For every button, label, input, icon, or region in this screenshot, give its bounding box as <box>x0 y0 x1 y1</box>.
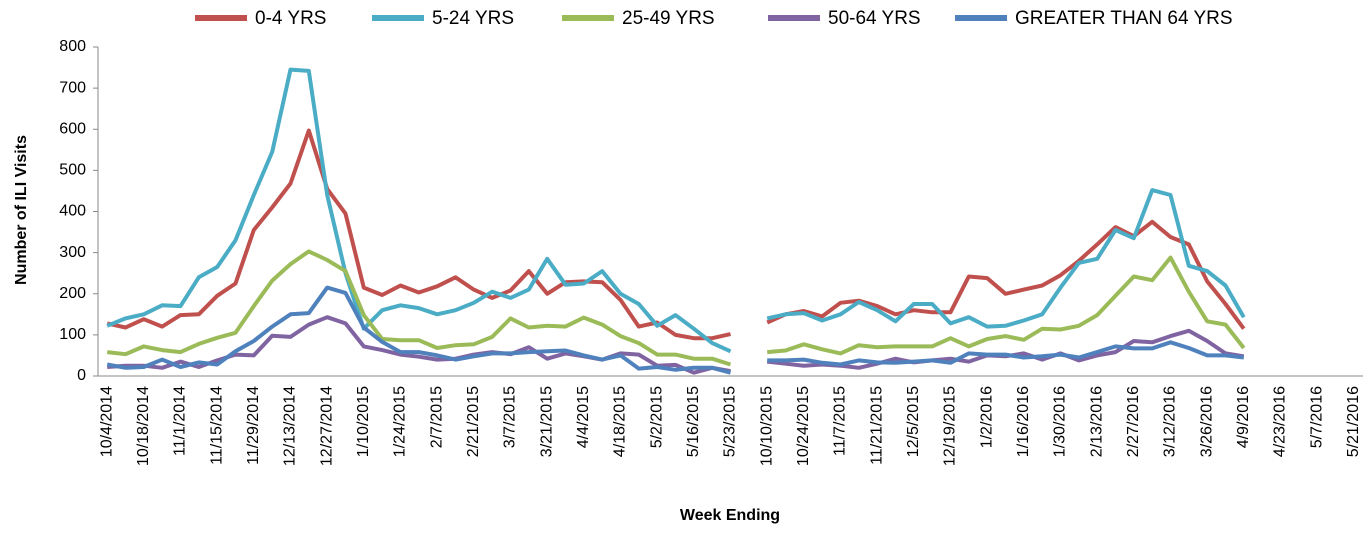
x-tick-label: 5/21/2016 <box>1345 386 1362 457</box>
y-tick-label: 500 <box>59 162 86 179</box>
y-tick-label: 100 <box>59 326 86 343</box>
series-line <box>106 285 1245 375</box>
y-axis-title: Number of ILI Visits <box>13 135 30 285</box>
y-tick-label: 300 <box>59 244 86 261</box>
series-line <box>106 128 1246 341</box>
x-tick-label: 1/30/2016 <box>1052 386 1069 457</box>
x-tick-label: 1/16/2016 <box>1015 386 1032 457</box>
y-tick-label: 200 <box>59 285 86 302</box>
x-tick-label: 3/7/2015 <box>502 386 519 448</box>
x-tick-label: 1/10/2015 <box>355 386 372 457</box>
x-tick-label: 1/2/2016 <box>978 386 995 448</box>
x-tick-label: 5/7/2016 <box>1308 386 1325 448</box>
x-tick-label: 4/23/2016 <box>1272 386 1289 457</box>
x-tick-label: 3/21/2015 <box>538 386 555 457</box>
x-tick-label: 10/18/2014 <box>135 386 152 466</box>
x-tick-label: 11/21/2015 <box>868 386 885 465</box>
x-tick-label: 10/4/2014 <box>98 386 115 457</box>
y-tick-label: 600 <box>59 120 86 137</box>
x-tick-label: 11/15/2014 <box>208 386 225 465</box>
x-tick-label: 10/24/2015 <box>795 386 812 466</box>
x-tick-label: 2/7/2015 <box>428 386 445 448</box>
x-tick-label: 1/24/2015 <box>392 386 409 457</box>
x-tick-label: 4/9/2016 <box>1235 386 1252 448</box>
series-line <box>106 249 1246 367</box>
x-tick-label: 2/21/2015 <box>465 386 482 457</box>
x-tick-label: 4/4/2015 <box>575 386 592 448</box>
x-axis-title: Week Ending <box>680 507 780 524</box>
x-tick-label: 3/26/2016 <box>1198 386 1215 457</box>
x-tick-label: 2/27/2016 <box>1125 386 1142 457</box>
x-tick-label: 11/29/2014 <box>245 386 262 465</box>
x-tick-label: 10/10/2015 <box>758 386 775 466</box>
x-tick-label: 11/1/2014 <box>172 386 189 456</box>
x-tick-label: 12/5/2015 <box>905 386 922 457</box>
x-tick-label: 5/16/2015 <box>685 386 702 457</box>
series-line <box>106 67 1246 354</box>
y-tick-label: 700 <box>59 79 86 96</box>
x-tick-label: 12/13/2014 <box>282 386 299 466</box>
x-tick-label: 2/13/2016 <box>1088 386 1105 457</box>
legend-label: 25-49 YRS <box>622 8 715 29</box>
x-tick-label: 3/12/2016 <box>1162 386 1179 457</box>
x-tick-label: 4/18/2015 <box>612 386 629 457</box>
x-tick-label: 12/19/2015 <box>942 386 959 466</box>
y-tick-label: 0 <box>77 367 86 384</box>
x-tick-label: 5/2/2015 <box>648 386 665 448</box>
y-tick-label: 400 <box>59 203 86 220</box>
legend-label: GREATER THAN 64 YRS <box>1015 8 1233 29</box>
x-tick-label: 11/7/2015 <box>832 386 849 456</box>
legend-label: 0-4 YRS <box>255 8 326 29</box>
legend-label: 50-64 YRS <box>828 8 921 29</box>
y-tick-label: 800 <box>59 38 86 55</box>
x-tick-label: 5/23/2015 <box>722 386 739 457</box>
legend-label: 5-24 YRS <box>432 8 514 29</box>
x-tick-label: 12/27/2014 <box>318 386 335 466</box>
